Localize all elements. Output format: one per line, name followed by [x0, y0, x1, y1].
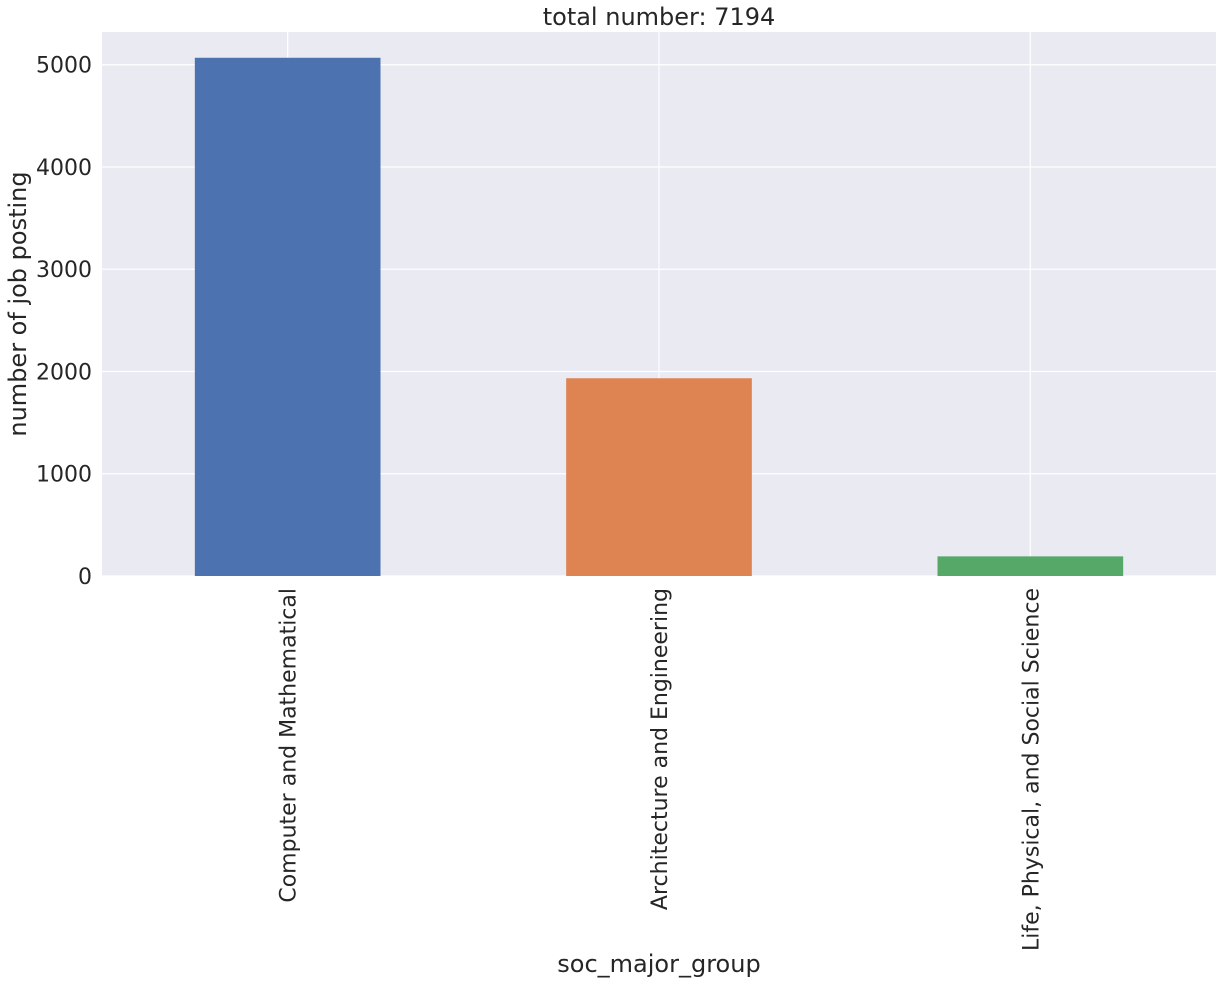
bars: [194, 57, 1124, 576]
bar: [194, 57, 381, 576]
bar: [566, 378, 752, 576]
y-tick-labels: 0 1000 2000 3000 4000 5000: [36, 54, 92, 590]
x-axis-label: soc_major_group: [557, 950, 760, 978]
x-tick-labels: Computer and Mathematical Architecture an…: [277, 588, 1045, 951]
bar: [937, 556, 1124, 576]
y-tick-label: 0: [78, 565, 92, 590]
y-tick-label: 2000: [36, 360, 92, 385]
y-tick-label: 4000: [36, 156, 92, 181]
y-tick-label: 5000: [36, 54, 92, 79]
x-tick-label: Life, Physical, and Social Science: [1019, 588, 1044, 951]
chart-title: total number: 7194: [543, 3, 776, 31]
y-tick-label: 3000: [36, 258, 92, 283]
x-tick-label: Computer and Mathematical: [277, 588, 302, 903]
y-tick-label: 1000: [36, 463, 92, 488]
x-tick-label: Architecture and Engineering: [648, 588, 673, 910]
y-axis-label: number of job posting: [4, 171, 32, 436]
